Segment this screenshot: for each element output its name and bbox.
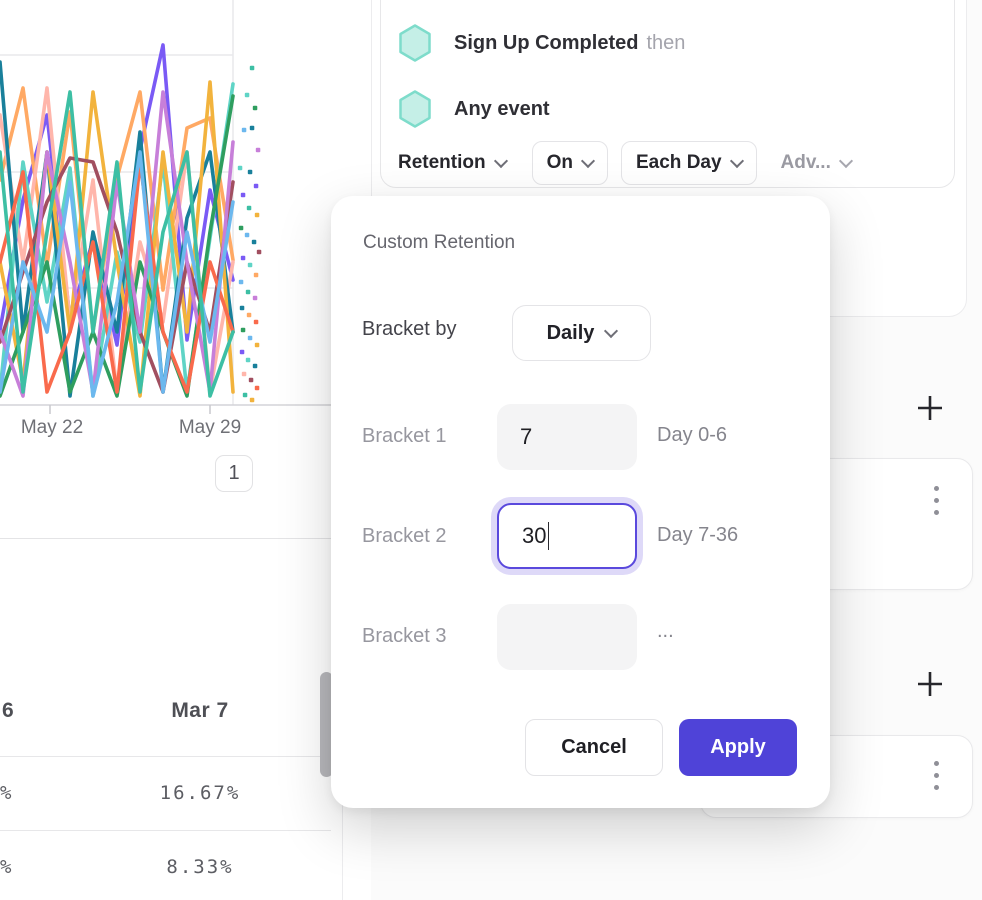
step-connector-then: then	[646, 31, 686, 54]
bracket-by-dropdown[interactable]: Daily	[512, 305, 651, 361]
add-section-button[interactable]	[915, 393, 945, 423]
bracket-1-range: Day 0-6	[657, 424, 728, 446]
query-controls-row: Retention On Each Day Adv...	[398, 141, 853, 185]
retention-type-dropdown[interactable]: Retention	[398, 152, 508, 174]
table-row-divider	[0, 756, 331, 757]
line-chart-canvas	[0, 0, 335, 414]
event-hexagon-icon	[399, 90, 431, 128]
bracket-1-value: 7	[520, 424, 533, 449]
bracket-2-label: Bracket 2	[362, 525, 447, 547]
bracket-1-input[interactable]: 7	[497, 404, 637, 470]
chevron-down-icon	[729, 153, 744, 169]
event-hexagon-icon	[399, 24, 431, 62]
card-menu-button[interactable]	[934, 486, 940, 515]
chevron-down-icon	[580, 153, 596, 169]
add-section-button[interactable]	[915, 669, 945, 699]
bracket-2-input[interactable]: 30	[497, 503, 637, 569]
on-label: On	[546, 152, 573, 173]
kebab-dot	[934, 510, 939, 515]
query-step-first-event[interactable]: Sign Up Completed then	[398, 24, 685, 62]
table-row-divider	[0, 830, 331, 831]
bracket-by-label: Bracket by	[362, 318, 457, 340]
x-axis-label-may-29: May 29	[178, 417, 242, 438]
table-scrollbar[interactable]	[320, 672, 333, 777]
card-menu-button[interactable]	[934, 761, 940, 790]
advanced-label: Adv...	[780, 152, 831, 173]
text-cursor	[548, 522, 550, 550]
bracket-3-label: Bracket 3	[362, 625, 447, 647]
table-cell-value: 16.67%	[159, 782, 241, 804]
bracket-3-range: ...	[657, 620, 674, 642]
retention-line-chart	[0, 0, 340, 420]
advanced-dropdown[interactable]: Adv...	[780, 152, 853, 174]
apply-button[interactable]: Apply	[679, 719, 797, 776]
bracket-3-input[interactable]	[497, 604, 637, 670]
kebab-dot	[934, 773, 939, 778]
kebab-dot	[934, 785, 939, 790]
table-cell-partial: %	[0, 782, 14, 804]
chevron-down-icon	[838, 153, 853, 169]
pagination-page-1[interactable]: 1	[215, 455, 253, 492]
table-cell-partial: %	[0, 856, 14, 878]
custom-retention-modal: Custom Retention Bracket by Daily Bracke…	[331, 196, 830, 808]
table-header-mar-7: Mar 7	[171, 699, 229, 722]
event-name: Sign Up Completed	[454, 31, 639, 54]
table-cell-value: 8.33%	[166, 856, 234, 878]
kebab-dot	[934, 761, 939, 766]
query-step-return-event[interactable]: Any event	[398, 90, 550, 128]
x-axis-label-may-22: May 22	[20, 417, 84, 438]
each-day-dropdown[interactable]: Each Day	[621, 141, 757, 185]
each-day-label: Each Day	[636, 152, 722, 173]
retention-type-label: Retention	[398, 152, 486, 173]
on-dropdown[interactable]: On	[531, 141, 608, 185]
bracket-2-value: 30	[522, 523, 547, 548]
bracket-by-value: Daily	[546, 321, 595, 344]
bracket-2-range: Day 7-36	[657, 524, 739, 546]
kebab-dot	[934, 498, 939, 503]
chart-table-divider	[0, 538, 334, 539]
chevron-down-icon	[604, 323, 619, 339]
modal-title: Custom Retention	[363, 232, 516, 253]
kebab-dot	[934, 486, 939, 491]
chevron-down-icon	[493, 153, 508, 169]
bracket-1-label: Bracket 1	[362, 425, 447, 447]
event-name: Any event	[454, 97, 550, 120]
cancel-button[interactable]: Cancel	[525, 719, 663, 776]
table-header-partial: 6	[2, 699, 14, 722]
table-column-divider	[342, 756, 343, 900]
